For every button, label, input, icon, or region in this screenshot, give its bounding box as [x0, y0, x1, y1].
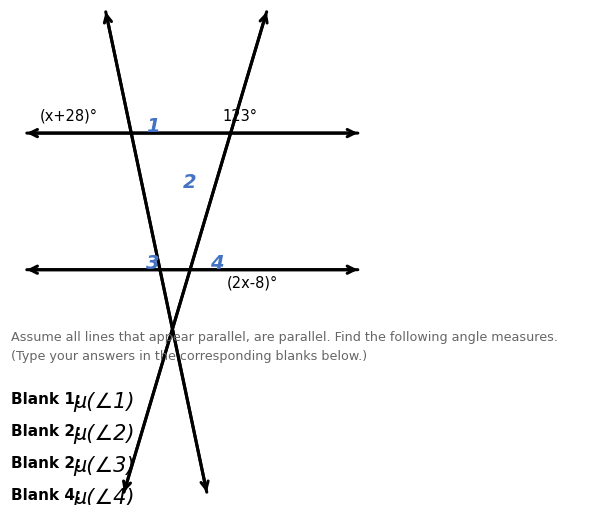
Text: 1: 1 [147, 117, 160, 136]
Text: Blank 2:: Blank 2: [11, 455, 87, 470]
Text: Assume all lines that appear parallel, are parallel. Find the following angle me: Assume all lines that appear parallel, a… [11, 331, 558, 362]
Text: Blank 2:: Blank 2: [11, 423, 87, 438]
Text: 2: 2 [183, 172, 196, 191]
Text: μ(∠1): μ(∠1) [73, 391, 135, 412]
Text: (2x-8)°: (2x-8)° [227, 275, 278, 290]
Text: μ(∠4): μ(∠4) [73, 487, 135, 505]
Text: Blank 4:: Blank 4: [11, 487, 87, 502]
Text: Blank 1:: Blank 1: [11, 391, 86, 407]
Text: μ(∠3): μ(∠3) [73, 455, 135, 475]
Text: (x+28)°: (x+28)° [40, 109, 98, 124]
Text: 123°: 123° [223, 109, 258, 124]
Text: 3: 3 [147, 253, 160, 272]
Text: 4: 4 [210, 253, 223, 272]
Text: μ(∠2): μ(∠2) [73, 423, 135, 443]
